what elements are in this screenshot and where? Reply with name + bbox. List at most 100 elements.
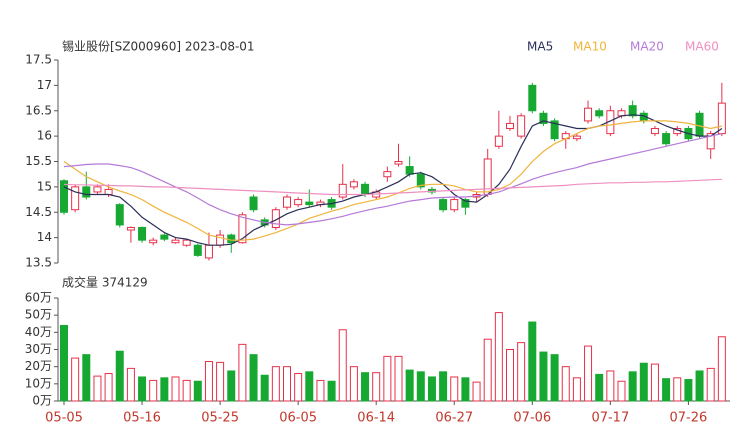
y-tick-label: 15.5: [25, 154, 52, 168]
candle-body: [461, 199, 470, 208]
x-tick-label: 07-26: [670, 411, 708, 426]
volume-bar: [606, 370, 615, 402]
volume-bar: [171, 376, 180, 402]
candle-body: [182, 239, 191, 246]
x-tick-label: 07-17: [591, 411, 629, 426]
y-tick-label: 40万: [25, 325, 52, 339]
candle-body: [204, 244, 213, 259]
volume-bar: [717, 336, 726, 402]
volume-bar: [71, 357, 80, 402]
volume-bar: [617, 380, 626, 402]
volume-bar: [639, 362, 648, 402]
candle-body: [93, 186, 102, 193]
candle-body: [584, 107, 593, 122]
volume-bar: [283, 366, 291, 402]
volume-bar: [126, 367, 135, 402]
candle-body: [149, 239, 158, 244]
volume-bar: [249, 354, 258, 402]
volume-bar: [483, 338, 492, 402]
candle-body: [394, 161, 403, 165]
candle-body: [706, 133, 715, 150]
candle-body: [227, 234, 236, 244]
volume-bar: [405, 369, 414, 402]
y-tick-label: 0万: [32, 394, 52, 408]
volume-bar: [115, 350, 124, 402]
volume-bar: [238, 343, 247, 402]
x-tick-label: 06-14: [357, 411, 395, 426]
candle-body: [294, 199, 303, 206]
candle-body: [126, 226, 135, 231]
y-tick-label: 16.5: [25, 103, 52, 117]
y-tick-label: 17.5: [25, 53, 52, 67]
legend-label: MA5: [527, 40, 553, 54]
y-tick-label: 15: [37, 179, 52, 193]
volume-bar: [60, 324, 68, 402]
volume-bar: [650, 363, 659, 402]
y-tick-label: 50万: [25, 308, 52, 322]
candle-body: [104, 188, 113, 195]
volume-bar: [349, 366, 358, 402]
candle-body: [494, 135, 503, 147]
y-tick-label: 14.5: [25, 205, 52, 219]
candle-body: [450, 199, 459, 211]
candle-body: [550, 120, 559, 140]
candle-body: [439, 199, 448, 211]
legend-label: MA60: [685, 40, 719, 54]
candle-body: [416, 173, 425, 188]
y-tick-label: 13.5: [25, 256, 52, 270]
candle-body: [695, 112, 704, 137]
volume-bar: [572, 377, 581, 402]
volume-bar: [294, 373, 303, 402]
x-tick-label: 06-27: [435, 411, 473, 426]
volume-bar: [517, 342, 526, 402]
volume-bar: [673, 377, 682, 402]
volume-bar: [216, 361, 225, 402]
volume-bar: [550, 354, 559, 402]
legend-label: MA10: [573, 40, 607, 54]
candle-body: [662, 133, 671, 145]
volume-bar: [628, 371, 637, 402]
volume-bar: [394, 355, 403, 402]
candle-body: [249, 196, 258, 211]
volume-bar: [662, 378, 671, 402]
volume-bar: [439, 371, 448, 402]
volume-bar: [316, 379, 325, 402]
x-tick-label: 07-06: [513, 411, 551, 426]
volume-bar: [506, 349, 514, 402]
x-tick-label: 06-05: [279, 411, 317, 426]
candle-body: [305, 201, 314, 206]
candle-body: [572, 135, 581, 140]
candle-body: [115, 204, 124, 226]
volume-bar: [416, 371, 425, 402]
y-tick-label: 10万: [25, 376, 52, 390]
volume-bar: [338, 329, 347, 402]
y-tick-label: 60万: [25, 291, 52, 305]
y-tick-label: 20万: [25, 359, 52, 373]
volume-bar: [138, 376, 147, 402]
volume-bar: [595, 373, 604, 402]
volume-bar: [706, 367, 715, 402]
volume-bar: [182, 379, 191, 402]
candle-body: [383, 171, 392, 178]
candle-body: [349, 181, 358, 188]
candle-body: [517, 115, 526, 137]
candle-body: [361, 183, 370, 195]
y-tick-label: 16: [37, 129, 52, 143]
y-tick-label: 30万: [25, 342, 52, 356]
volume-bar: [684, 379, 693, 402]
candle-body: [628, 105, 637, 117]
volume-bar: [227, 370, 236, 402]
volume-bar: [305, 371, 314, 402]
volume-bar: [82, 354, 91, 402]
candle-body: [506, 122, 514, 130]
ma-line: [63, 114, 723, 246]
ma-line: [63, 120, 723, 241]
x-tick-label: 05-25: [201, 411, 239, 426]
candle-body: [405, 166, 414, 175]
ma-line: [63, 178, 722, 196]
volume-bar: [427, 376, 436, 402]
x-tick-label: 05-16: [123, 411, 161, 426]
candle-body: [595, 110, 604, 117]
volume-bar: [450, 376, 459, 402]
volume-bar: [193, 380, 202, 402]
